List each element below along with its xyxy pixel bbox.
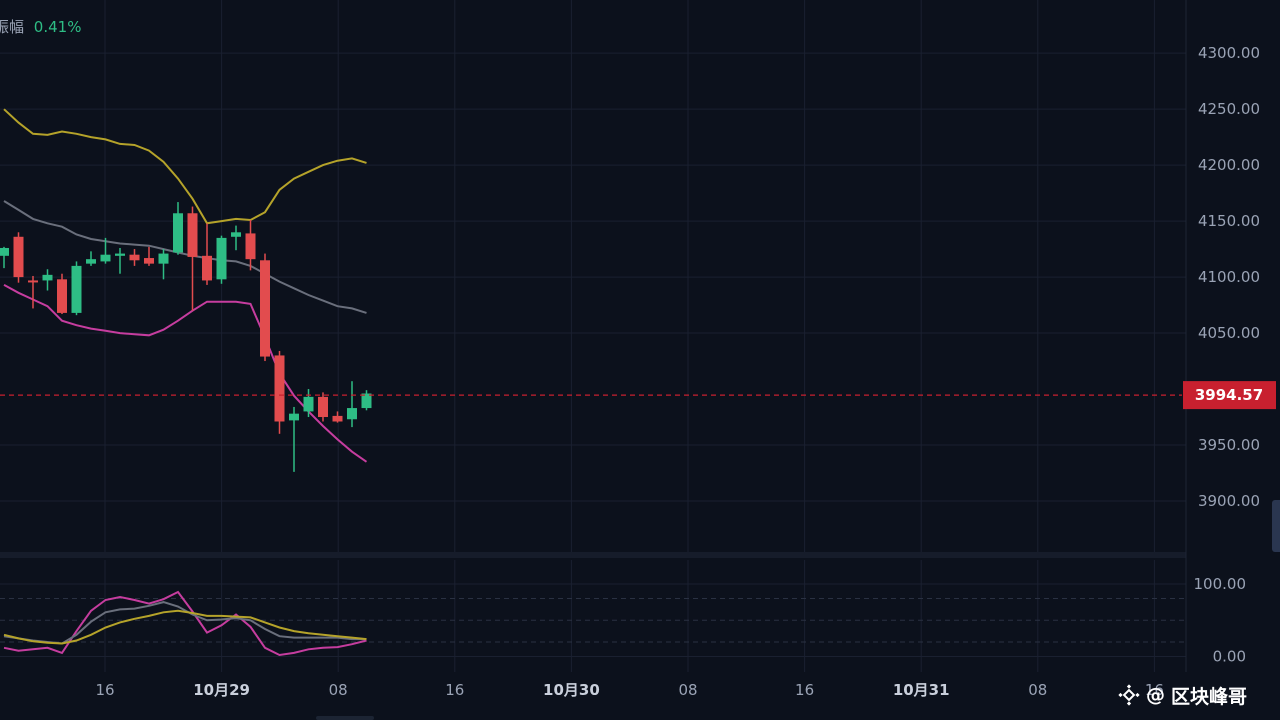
watermark-author: 区块峰哥 [1171,685,1248,708]
candle[interactable] [158,249,169,280]
candle-body [303,396,314,412]
candle[interactable] [13,232,24,283]
candle[interactable] [86,251,96,266]
candle-body [158,253,169,264]
candle-body [187,213,198,257]
time-tick-label: 10月31 [893,681,950,699]
candlesticks[interactable] [0,202,372,472]
candle-body [260,260,270,357]
candle[interactable] [28,275,38,309]
candle-body [115,253,125,256]
candle[interactable] [173,202,183,255]
candle[interactable] [332,411,343,423]
price-tick-label: 4250.00 [1198,100,1260,118]
price-tick-label: 4300.00 [1198,44,1260,62]
candle[interactable] [187,206,198,311]
current-price-marker: 3994.57 [0,381,1276,410]
candle-body [129,254,140,261]
candle[interactable] [202,223,212,285]
horizontal-scroll-thumb[interactable] [316,716,374,720]
candle-body [0,247,9,256]
osc-line-1 [3,590,367,657]
candle[interactable] [100,237,111,264]
candle-body [318,396,328,418]
boll-mid-line [3,200,367,314]
candle[interactable] [42,269,53,291]
time-tick-label: 16 [795,681,814,699]
time-tick-label: 08 [678,681,697,699]
panel-separator[interactable] [0,552,1186,558]
candle[interactable] [347,381,357,428]
osc-line-3 [3,609,367,645]
candle-body [202,255,212,281]
panel-resize-handle[interactable] [1272,500,1280,552]
candle-body [245,233,256,260]
candle[interactable] [115,247,125,274]
candle-body [42,274,53,281]
time-tick-label: 16 [95,681,114,699]
time-tick-label: 16 [1145,681,1164,699]
boll-upper-line [3,108,367,225]
current-price-tag [1183,381,1276,410]
candle[interactable] [303,389,314,418]
watermark-at: @ [1146,684,1165,706]
price-tick-label: 4200.00 [1198,156,1260,174]
candle-body [347,408,357,420]
candle[interactable] [274,350,285,434]
candle[interactable] [361,390,372,411]
price-tick-label: 3950.00 [1198,436,1260,454]
candle[interactable] [318,392,328,422]
time-tick-label: 08 [1028,681,1047,699]
candle[interactable] [289,406,299,472]
time-tick-label: 10月30 [543,681,600,699]
author-watermark: @ 区块峰哥 [1118,680,1247,710]
osc-tick-label: 100.00 [1194,575,1247,593]
candle-body [216,237,227,280]
amplitude-readout: 振幅 0.41% [0,18,81,36]
oscillator-panel [3,590,367,657]
time-tick-label: 10月29 [193,681,250,699]
candle[interactable] [0,246,9,269]
candle[interactable] [144,246,154,266]
time-tick-label: 16 [445,681,464,699]
candle-body [173,213,183,253]
candle-body [28,280,38,283]
price-tick-label: 4150.00 [1198,212,1260,230]
price-tick-label: 4050.00 [1198,324,1260,342]
price-axis[interactable]: 4300.00 4250.00 4200.00 4150.00 4100.00 4050.… [1185,0,1260,672]
binance-logo-icon [1118,684,1140,706]
current-price-label: 3994.57 [1195,386,1263,404]
candle[interactable] [216,235,227,284]
price-tick-label: 4100.00 [1198,268,1260,286]
price-tick-label: 3900.00 [1198,492,1260,510]
candle-body [13,236,24,278]
candle-body [100,254,111,262]
candle[interactable] [129,249,140,266]
amplitude-label: 振幅 [0,18,24,36]
candle[interactable] [260,253,270,362]
candle-body [332,415,343,422]
candle-body [71,265,82,313]
candle[interactable] [71,261,82,316]
candle[interactable] [245,219,256,271]
candle-body [144,258,154,264]
candle-body [274,355,285,422]
candle[interactable] [57,273,67,315]
time-tick-label: 08 [329,681,348,699]
osc-line-2 [3,601,367,645]
candle-body [57,279,67,313]
time-axis[interactable]: 16 10月29 08 16 10月30 08 16 10月31 08 16 [95,681,1163,699]
candle-body [361,393,372,409]
candle-body [231,232,241,237]
amplitude-value: 0.41% [34,18,82,36]
osc-tick-label: 0.00 [1213,648,1246,666]
grid-lines [0,0,1186,672]
candle-body [86,259,96,264]
candle[interactable] [231,225,241,251]
candle-body [289,413,299,421]
